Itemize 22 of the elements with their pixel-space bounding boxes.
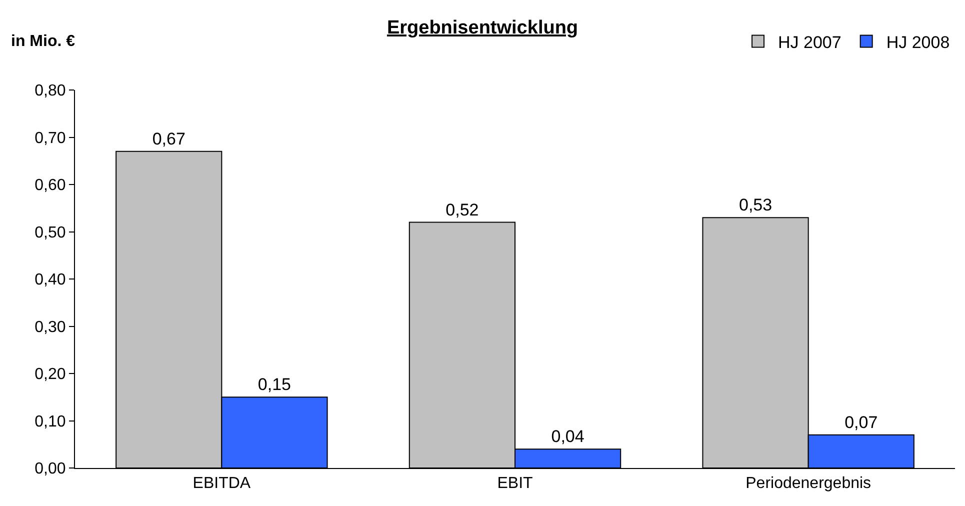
y-tick-label: 0,50 [34,224,66,242]
y-tick-label: 0,80 [34,82,66,100]
y-tick-label: 0,40 [34,272,66,289]
y-tick-label: 0,60 [34,177,66,194]
x-tick-label: Periodenergebnis [746,475,872,492]
data-label: 0,04 [551,427,584,446]
y-axis-title: in Mio. € [11,33,76,50]
data-label: 0,15 [258,375,292,394]
data-label: 0,67 [152,129,186,148]
legend-label: HJ 2007 [778,32,842,52]
y-tick-label: 0,70 [34,130,66,147]
x-tick-label: EBITDA [192,475,251,492]
y-tick-label: 0,10 [34,413,66,430]
y-tick-label: 0,00 [34,460,66,478]
y-tick-label: 0,30 [34,318,66,336]
data-label: 0,52 [446,200,479,220]
legend-label: HJ 2008 [886,32,950,52]
y-tick-label: 0,20 [34,366,66,384]
data-label: 0,53 [738,196,772,215]
data-label: 0,07 [844,412,878,432]
x-tick-label: EBIT [497,475,534,492]
chart-title: Ergebnisentwicklung [386,18,578,39]
